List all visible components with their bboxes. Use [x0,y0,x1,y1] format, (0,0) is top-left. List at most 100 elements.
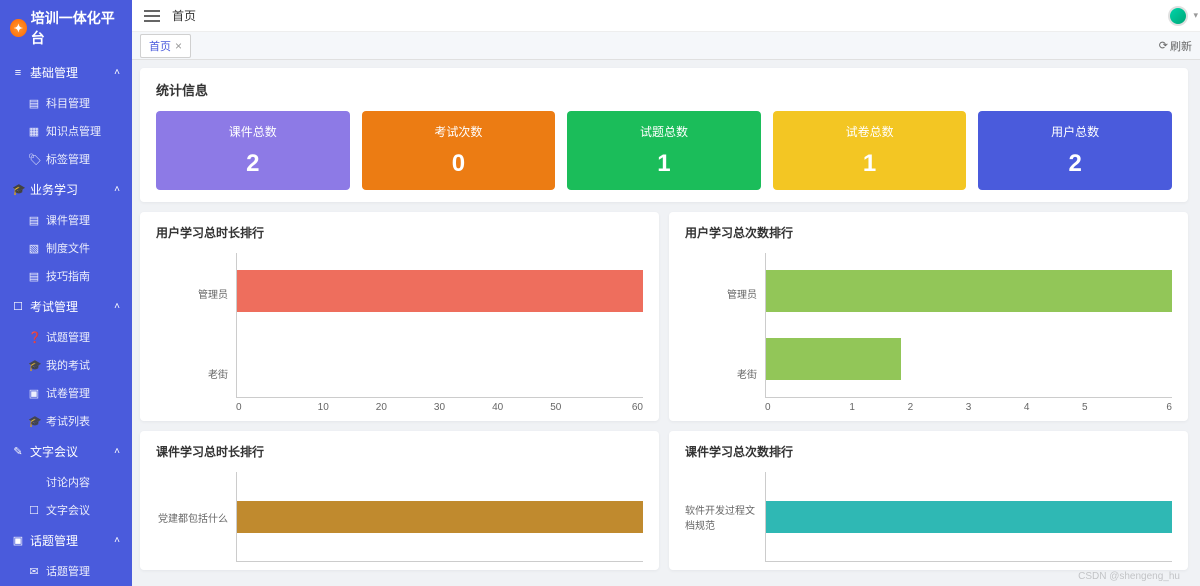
menu-item-icon: ▤ [28,270,40,283]
menu-group-icon: ✎ [12,445,24,458]
logo-icon: ✦ [10,19,27,37]
menu-item-label: 技巧指南 [46,268,90,284]
menu-group-icon: ☐ [12,300,24,313]
menu-item[interactable]: ▣ 试卷管理 [0,379,132,407]
chart-x-tick: 20 [352,402,410,413]
topbar-title[interactable]: 首页 [172,7,196,24]
chart-x-tick: 5 [1056,402,1114,413]
chevron-icon: ˄ [114,535,120,546]
chart-bar [766,338,901,380]
menu-item[interactable]: 🎓我的考试 [0,351,132,379]
chart-area: 管理员老街0123456 [685,253,1172,413]
menu-item-label: 讨论内容 [46,474,90,490]
chart-x-tick: 50 [527,402,585,413]
menu-item-icon: ▤ [28,214,40,227]
menu-item[interactable]: ✉ 话题管理 [0,557,132,585]
stat-label: 课件总数 [164,123,342,140]
menu-item-label: 考试列表 [46,413,90,429]
chart-x-axis: 0102030405060 [236,398,643,413]
stat-card: 考试次数0 [362,111,556,190]
stat-card: 课件总数 2 [156,111,350,190]
menu-item[interactable]: 🎓 考试列表 [0,407,132,435]
menu-item[interactable]: ☐文字会议 [0,496,132,524]
chart-y-label: 软件开发过程文档规范 [685,502,757,532]
stat-label: 试卷总数 [781,123,959,140]
menu-item[interactable]: 讨论内容 [0,468,132,496]
chart-bars [236,472,643,562]
chart-bar [237,270,643,312]
chart-bars [765,253,1172,398]
menu-item[interactable]: ❓试题管理 [0,323,132,351]
stats-title: 统计信息 [156,80,1172,99]
chart-y-label: 管理员 [727,286,757,301]
chart-x-tick: 4 [998,402,1056,413]
menu-group: ☐ 考试管理 ˄ ❓试题管理🎓我的考试 ▣ 试卷管理 🎓 考试列表 [0,290,132,435]
menu-group-icon: 🎓 [12,183,24,196]
chart-x-tick: 30 [410,402,468,413]
chart-x-tick: 2 [881,402,939,413]
chart-bar [237,501,643,533]
topbar: 首页 [132,0,1200,32]
main-area: 首页 首页 × ⟳ 刷新 统计信息 课件总数2考试次数0试题总数1试卷总数1用户… [132,0,1200,586]
hamburger-icon[interactable] [144,10,160,22]
menu-item-label: 试卷管理 [46,385,90,401]
logo[interactable]: ✦ 培训一体化平台 [0,0,132,56]
menu-group-header[interactable]: ☐ 考试管理 ˄ [0,290,132,323]
menu-group-label: 业务学习 [30,181,78,198]
menu-item-icon: ❓ [28,331,40,344]
menu-item-icon: ✉ [28,565,40,578]
stat-value: 2 [164,150,342,178]
chart-title: 用户学习总次数排行 [685,224,1172,241]
tab-home[interactable]: 首页 × [140,34,191,58]
menu-group: 🎓 业务学习 ˄ ▤课件管理 ▧ 制度文件 ▤ 技巧指南 [0,173,132,290]
refresh-button[interactable]: ⟳ 刷新 [1159,38,1192,54]
menu-item-icon: ▤ [28,97,40,110]
chart-bar [766,270,1172,312]
menu-group-header[interactable]: ≡ 基础管理 ˄ [0,56,132,89]
stat-value: 1 [575,150,753,178]
chart-y-labels: 党建都包括什么 [156,472,236,562]
refresh-icon: ⟳ [1159,39,1168,52]
menu-item-icon: ▣ [28,387,40,400]
menu-item-label: 话题管理 [46,563,90,579]
menu-item-label: 知识点管理 [46,123,101,139]
charts-row-2: 课件学习总时长排行党建都包括什么课件学习总次数排行软件开发过程文档规范 [140,431,1188,570]
menu-group-icon: ≡ [12,67,24,79]
stat-value: 0 [370,150,548,178]
menu-group-label: 基础管理 [30,64,78,81]
chevron-icon: ˄ [114,67,120,78]
chart-panel: 用户学习总时长排行管理员老街0102030405060 [140,212,659,421]
chart-panel: 用户学习总次数排行管理员老街0123456 [669,212,1188,421]
menu-group-header[interactable]: ▣话题管理˄ [0,524,132,557]
menu-item-label: 制度文件 [46,240,90,256]
chart-panel: 课件学习总时长排行党建都包括什么 [140,431,659,570]
menu-group-label: 考试管理 [30,298,78,315]
chart-panel: 课件学习总次数排行软件开发过程文档规范 [669,431,1188,570]
chart-y-label: 党建都包括什么 [158,510,228,525]
tab-close-icon[interactable]: × [175,39,182,53]
charts-row-1: 用户学习总时长排行管理员老街0102030405060用户学习总次数排行管理员老… [140,212,1188,421]
menu-item-icon: 🎓 [28,415,40,428]
content-scroll: 统计信息 课件总数2考试次数0试题总数1试卷总数1用户总数2 用户学习总时长排行… [132,60,1200,586]
chevron-icon: ˄ [114,301,120,312]
user-avatar[interactable] [1168,6,1188,26]
menu-item[interactable]: 🏷标签管理 [0,145,132,173]
stat-label: 试题总数 [575,123,753,140]
chevron-icon: ˄ [114,184,120,195]
menu-item-label: 我的考试 [46,357,90,373]
chart-area: 软件开发过程文档规范 [685,472,1172,562]
menu-group-header[interactable]: ✎文字会议˄ [0,435,132,468]
chart-x-tick: 10 [294,402,352,413]
menu-item[interactable]: ▤科目管理 [0,89,132,117]
chart-x-tick: 40 [469,402,527,413]
chart-y-label: 老街 [208,366,228,381]
stat-card: 试卷总数1 [773,111,967,190]
menu-item[interactable]: ▦知识点管理 [0,117,132,145]
menu-item[interactable]: ▧ 制度文件 [0,234,132,262]
menu-item-icon: ▧ [28,242,40,255]
menu-item[interactable]: ▤课件管理 [0,206,132,234]
stat-card: 用户总数2 [978,111,1172,190]
menu-item[interactable]: ▤ 技巧指南 [0,262,132,290]
chart-plot: 0102030405060 [236,253,643,413]
menu-group-header[interactable]: 🎓 业务学习 ˄ [0,173,132,206]
